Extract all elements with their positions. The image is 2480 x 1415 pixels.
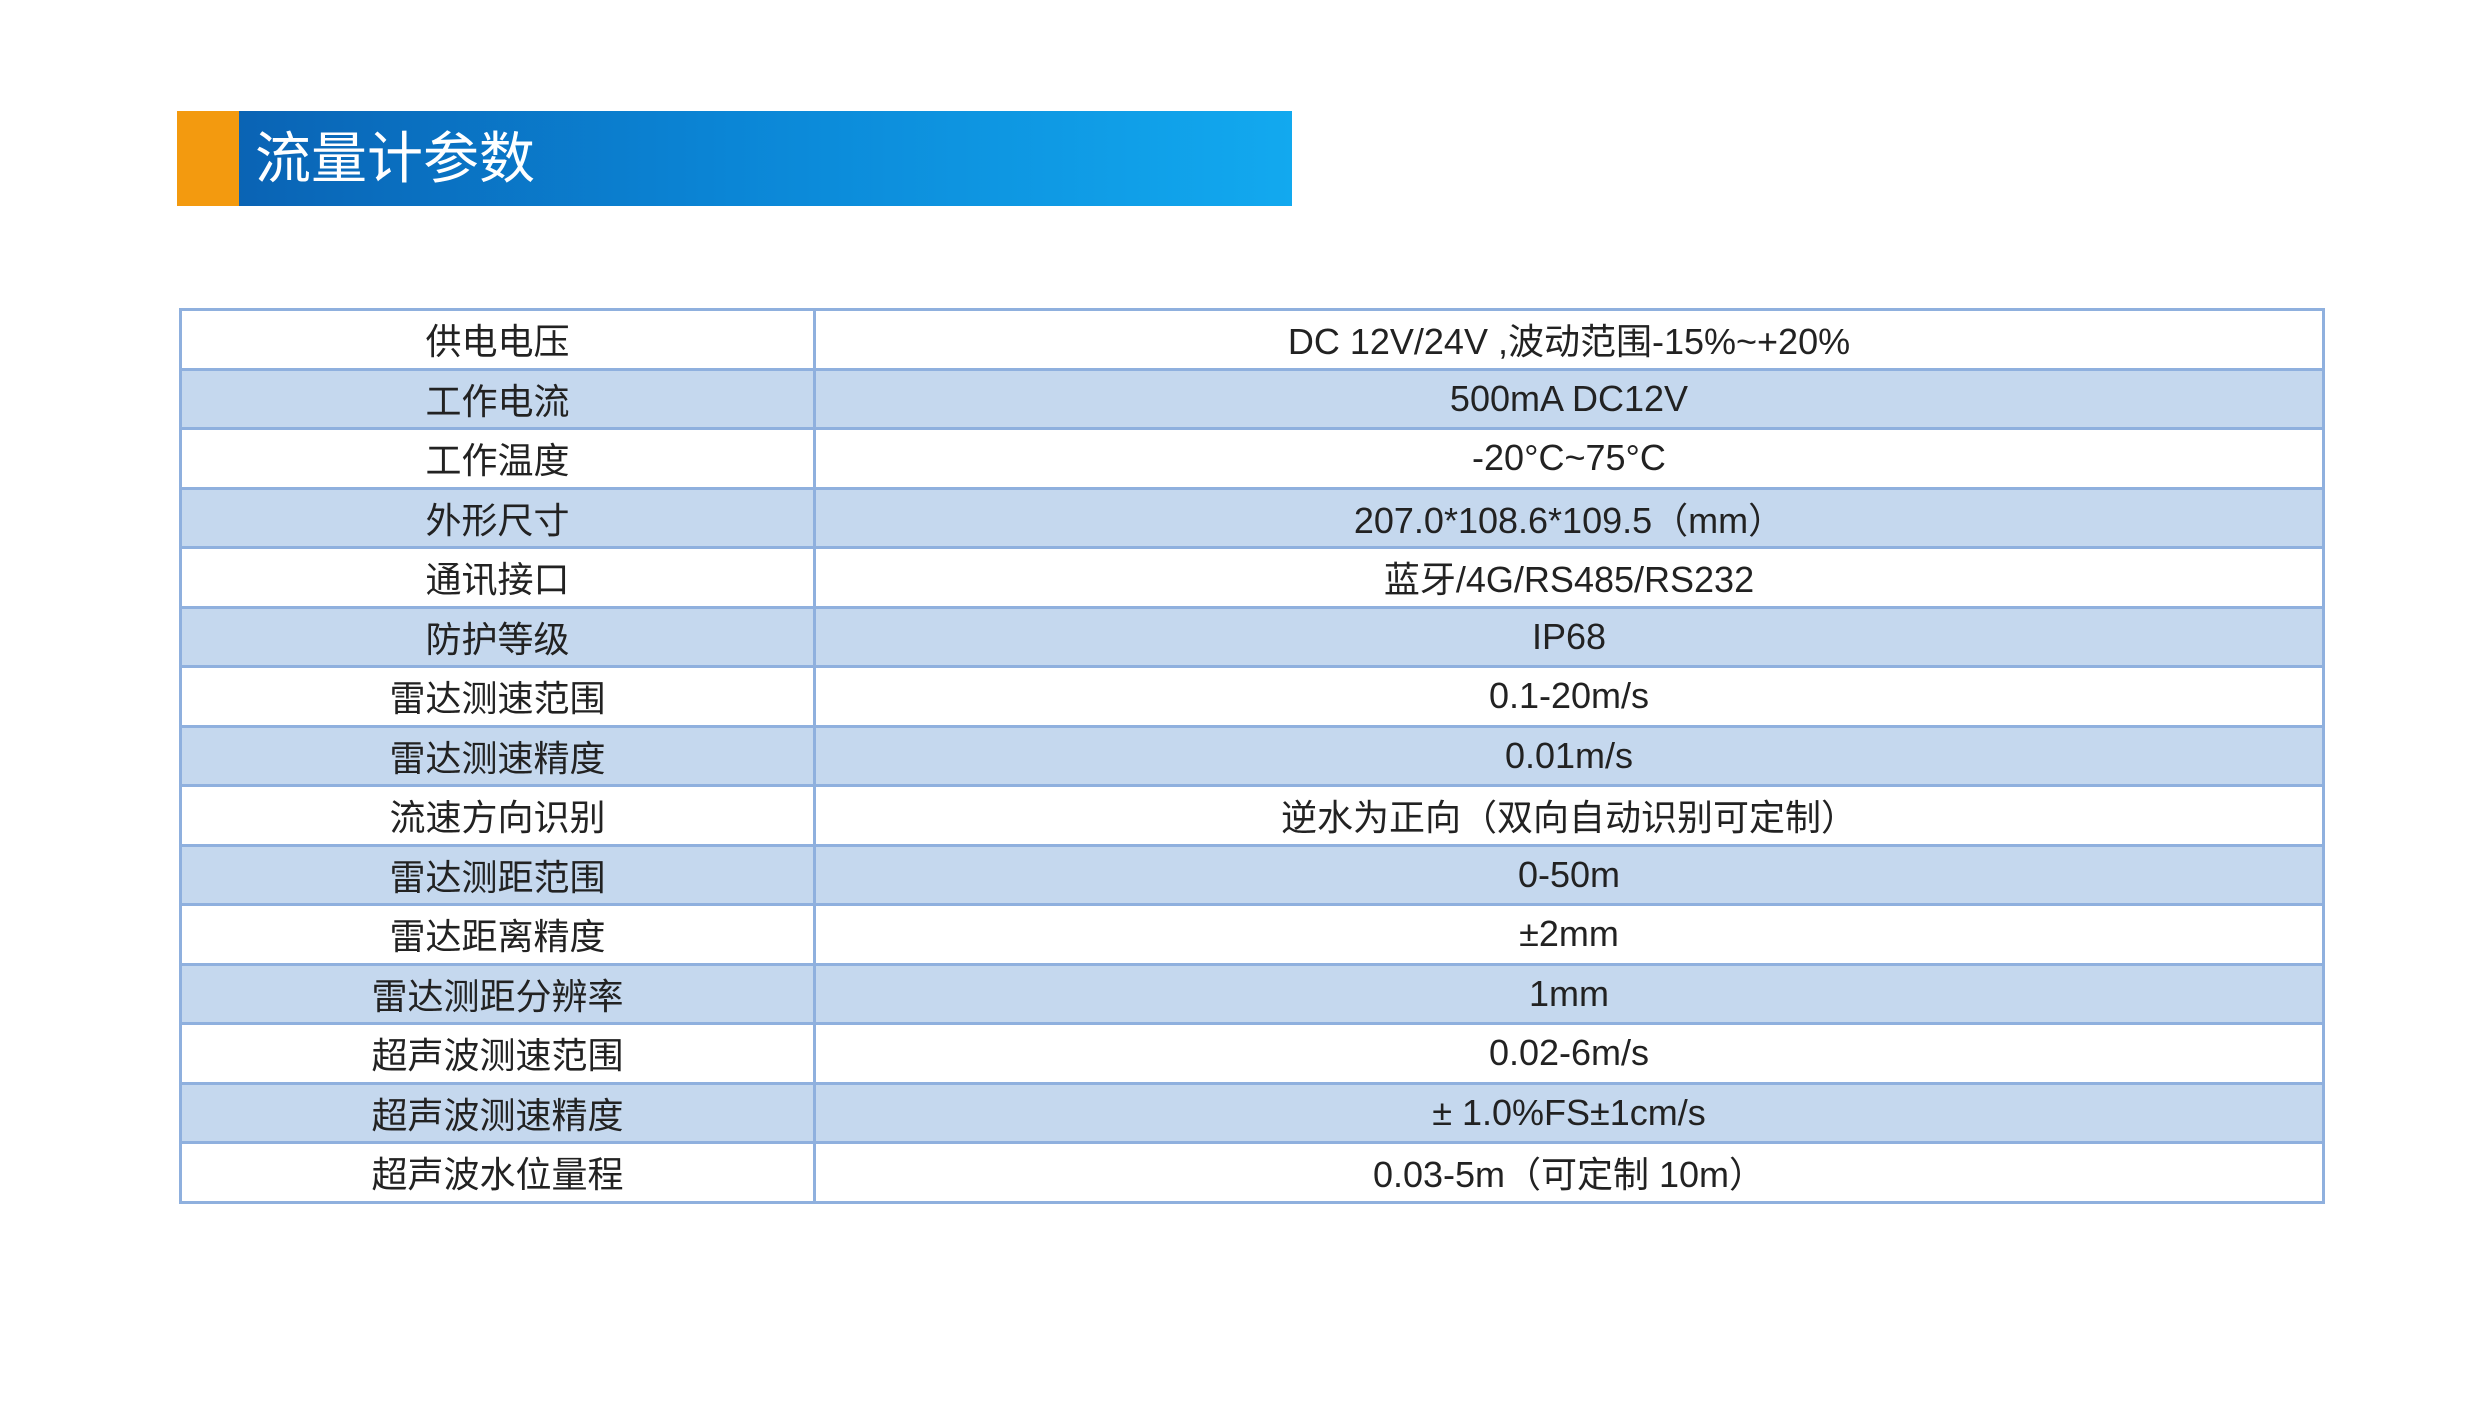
table-row: 雷达测距范围 0-50m bbox=[179, 843, 2325, 906]
table-row: 超声波测速精度 ± 1.0%FS±1cm/s bbox=[179, 1081, 2325, 1144]
table-row: 流速方向识别 逆水为正向（双向自动识别可定制） bbox=[179, 784, 2325, 847]
param-value: 逆水为正向（双向自动识别可定制） bbox=[813, 784, 2325, 847]
param-name: 流速方向识别 bbox=[179, 784, 816, 847]
table-row: 通讯接口 蓝牙/4G/RS485/RS232 bbox=[179, 546, 2325, 609]
param-name: 超声波测速范围 bbox=[179, 1022, 816, 1085]
param-value: ± 1.0%FS±1cm/s bbox=[813, 1081, 2325, 1144]
param-name: 雷达测速精度 bbox=[179, 724, 816, 787]
param-name: 雷达测速范围 bbox=[179, 665, 816, 728]
param-value: 0.1-20m/s bbox=[813, 665, 2325, 728]
param-value: -20°C~75°C bbox=[813, 427, 2325, 490]
header-accent bbox=[177, 111, 239, 206]
param-name: 工作温度 bbox=[179, 427, 816, 490]
param-name: 雷达测距分辨率 bbox=[179, 962, 816, 1025]
param-name: 雷达距离精度 bbox=[179, 903, 816, 966]
table-row: 雷达测距分辨率 1mm bbox=[179, 962, 2325, 1025]
param-value: IP68 bbox=[813, 605, 2325, 668]
param-value: 0-50m bbox=[813, 843, 2325, 906]
spec-table: 供电电压 DC 12V/24V ,波动范围-15%~+20% 工作电流 500mA D… bbox=[179, 308, 2325, 1204]
table-row: 雷达距离精度 ±2mm bbox=[179, 903, 2325, 966]
title: 流量计参数 bbox=[255, 127, 535, 190]
param-value: 0.03-5m（可定制 10m） bbox=[813, 1141, 2325, 1204]
table-row: 外形尺寸 207.0*108.6*109.5（mm） bbox=[179, 486, 2325, 549]
param-value: 500mA DC12V bbox=[813, 367, 2325, 430]
table-row: 超声波水位量程 0.03-5m（可定制 10m） bbox=[179, 1141, 2325, 1204]
param-value: ±2mm bbox=[813, 903, 2325, 966]
param-name: 供电电压 bbox=[179, 308, 816, 371]
param-value: 1mm bbox=[813, 962, 2325, 1025]
table-row: 工作温度 -20°C~75°C bbox=[179, 427, 2325, 490]
param-name: 工作电流 bbox=[179, 367, 816, 430]
param-value: DC 12V/24V ,波动范围-15%~+20% bbox=[813, 308, 2325, 371]
param-name: 通讯接口 bbox=[179, 546, 816, 609]
param-value: 0.01m/s bbox=[813, 724, 2325, 787]
table-row: 防护等级 IP68 bbox=[179, 605, 2325, 668]
param-name: 雷达测距范围 bbox=[179, 843, 816, 906]
table-row: 雷达测速范围 0.1-20m/s bbox=[179, 665, 2325, 728]
param-value: 0.02-6m/s bbox=[813, 1022, 2325, 1085]
param-name: 超声波测速精度 bbox=[179, 1081, 816, 1144]
param-value: 207.0*108.6*109.5（mm） bbox=[813, 486, 2325, 549]
table-row: 雷达测速精度 0.01m/s bbox=[179, 724, 2325, 787]
param-name: 超声波水位量程 bbox=[179, 1141, 816, 1204]
table-row: 工作电流 500mA DC12V bbox=[179, 367, 2325, 430]
param-value: 蓝牙/4G/RS485/RS232 bbox=[813, 546, 2325, 609]
param-name: 外形尺寸 bbox=[179, 486, 816, 549]
param-name: 防护等级 bbox=[179, 605, 816, 668]
table-row: 超声波测速范围 0.02-6m/s bbox=[179, 1022, 2325, 1085]
table-row: 供电电压 DC 12V/24V ,波动范围-15%~+20% bbox=[179, 308, 2325, 371]
header-bar: 流量计参数 bbox=[177, 111, 1292, 206]
